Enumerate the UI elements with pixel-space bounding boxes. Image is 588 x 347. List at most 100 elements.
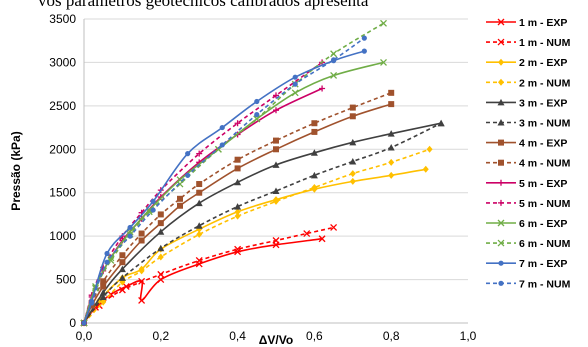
data-point	[234, 120, 241, 127]
data-point	[234, 212, 241, 220]
caption-fragment: vos parâmetros geotécnicos calibrados ap…	[38, 0, 369, 10]
data-point	[234, 178, 242, 186]
data-point	[119, 252, 126, 259]
data-point	[349, 138, 357, 146]
data-point	[157, 270, 165, 278]
y-axis-label: Pressão (kPa)	[9, 131, 23, 210]
legend-label: 4 m - NUM	[519, 158, 571, 170]
data-point	[219, 142, 225, 148]
data-point	[498, 58, 504, 66]
legend-label: 5 m - EXP	[519, 178, 567, 190]
x-tick-label: 0,6	[306, 329, 323, 343]
data-point	[118, 274, 126, 281]
data-point	[157, 211, 164, 218]
data-point	[100, 278, 107, 285]
data-point	[349, 170, 356, 178]
data-point	[497, 119, 505, 126]
legend: 1 m - EXP 1 m - NUM 2 m - EXP 2 m - NUM 3 m …	[486, 17, 571, 290]
legend-label: 3 m - NUM	[519, 118, 571, 130]
legend-label: 2 m - NUM	[519, 77, 571, 89]
data-point	[273, 107, 279, 114]
data-point	[272, 187, 280, 194]
data-point	[185, 172, 191, 178]
legend-label: 1 m - EXP	[519, 17, 567, 29]
data-point	[497, 38, 505, 46]
data-point	[195, 222, 203, 229]
legend-label: 7 m - NUM	[519, 278, 571, 290]
data-point	[388, 89, 395, 96]
data-point	[157, 276, 165, 284]
data-point	[311, 128, 318, 135]
data-point	[234, 165, 241, 172]
data-point	[497, 18, 505, 26]
y-tick-label: 2000	[49, 142, 76, 156]
data-point	[81, 320, 87, 326]
data-point	[498, 139, 504, 146]
data-point	[157, 244, 165, 252]
data-point	[380, 19, 387, 27]
series-3m-exp	[80, 119, 445, 326]
legend-label: 1 m - NUM	[519, 37, 571, 49]
data-point	[422, 165, 429, 173]
legend-label: 4 m - EXP	[519, 138, 567, 150]
data-point	[292, 74, 298, 80]
x-tick-label: 0,0	[76, 329, 93, 343]
data-point	[234, 245, 242, 253]
y-tick-label: 500	[56, 273, 76, 287]
data-point	[176, 180, 184, 188]
data-point	[234, 208, 241, 216]
x-tick-label: 0,4	[229, 329, 246, 343]
legend-label: 2 m - EXP	[519, 57, 567, 69]
series-2m-exp	[81, 165, 429, 327]
series-7m-exp	[81, 48, 367, 326]
data-point	[498, 260, 504, 266]
y-tick-label: 3500	[49, 12, 76, 26]
legend-label: 6 m - EXP	[519, 218, 567, 230]
data-point	[498, 199, 504, 206]
data-point	[349, 157, 357, 165]
data-point	[195, 199, 203, 207]
data-point	[177, 195, 183, 202]
x-tick-label: 1,0	[460, 329, 477, 343]
data-point	[318, 235, 326, 243]
data-point	[100, 298, 107, 306]
data-point	[100, 283, 107, 290]
data-point	[497, 98, 505, 106]
data-point	[426, 145, 433, 153]
data-point	[387, 144, 395, 151]
x-tick-label: 0,2	[152, 329, 169, 343]
data-point	[89, 300, 95, 306]
data-point	[254, 111, 260, 118]
data-point	[104, 250, 110, 257]
data-point	[292, 81, 298, 87]
y-tick-label: 1500	[49, 186, 76, 200]
data-point	[498, 78, 504, 86]
data-point	[127, 233, 133, 239]
data-point	[234, 203, 242, 210]
data-point	[498, 280, 504, 286]
data-point	[138, 237, 145, 244]
data-point	[272, 237, 280, 244]
data-point	[291, 89, 299, 97]
data-point	[361, 35, 367, 41]
series-line	[83, 122, 442, 324]
x-axis-label: ΔV/Vo	[259, 333, 293, 347]
y-tick-label: 1000	[49, 229, 76, 243]
y-tick-label: 2500	[49, 99, 76, 113]
data-point	[330, 71, 338, 79]
data-point	[387, 130, 395, 137]
data-point	[361, 48, 367, 54]
data-point	[138, 230, 145, 237]
data-point	[177, 202, 183, 209]
y-tick-label: 3000	[49, 55, 76, 69]
axes	[83, 19, 468, 324]
data-point	[127, 224, 133, 231]
data-point	[319, 85, 326, 92]
data-point	[195, 257, 203, 264]
data-point	[157, 220, 164, 227]
data-point	[273, 197, 279, 205]
data-point	[498, 179, 504, 186]
data-point	[196, 189, 203, 196]
data-point	[303, 230, 311, 237]
